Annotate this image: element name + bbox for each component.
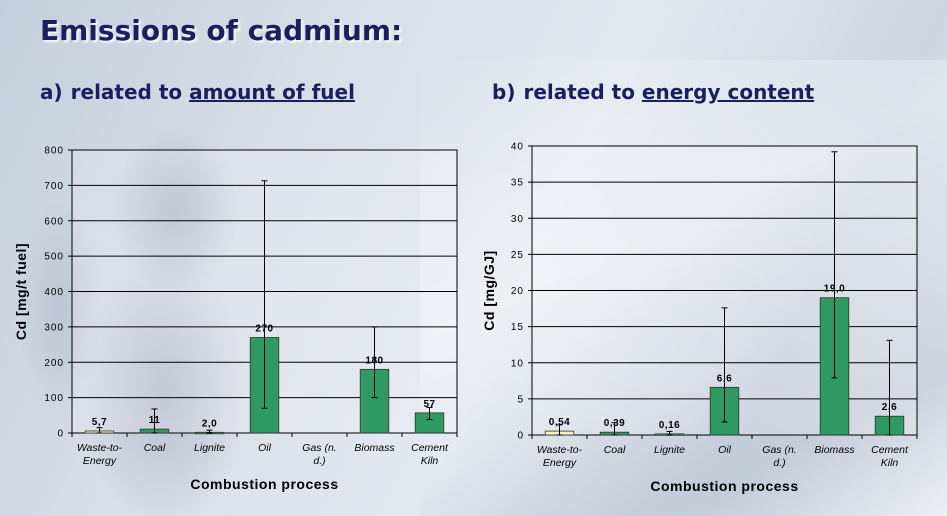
- chart-b-category-label: Coal: [604, 444, 626, 456]
- chart-a-y-tick-label: 700: [44, 181, 64, 192]
- chart-a-category-label: Biomass: [354, 442, 395, 454]
- chart-a-data-label: 2,0: [202, 418, 217, 429]
- chart-a-y-tick-label: 600: [44, 216, 64, 227]
- chart-a-category-label: Oil: [258, 442, 272, 454]
- chart-a-data-label: 5,7: [92, 417, 107, 428]
- chart-b-y-axis-title: Cd [mg/GJ]: [481, 250, 497, 330]
- chart-b-y-tick-label: 20: [511, 286, 524, 297]
- subtitle-a-text: related to: [70, 80, 190, 104]
- chart-b-data-label: 0,54: [549, 417, 570, 428]
- chart-b-y-tick-label: 0: [517, 431, 524, 442]
- chart-a-y-tick-label: 200: [44, 358, 64, 369]
- chart-a-y-tick-label: 800: [44, 146, 64, 157]
- chart-b-y-tick-label: 25: [511, 250, 524, 261]
- chart-a-y-tick-label: 300: [44, 322, 64, 333]
- chart-a-y-tick-label: 400: [44, 287, 64, 298]
- chart-b-category-label: Cement: [871, 444, 909, 456]
- chart-b-data-label: 2,6: [882, 402, 897, 413]
- chart-a-data-label: 180: [365, 355, 383, 366]
- chart-a-y-axis-title: Cd [mg/t fuel]: [13, 243, 29, 340]
- background-roof-photo: [420, 60, 947, 516]
- chart-b-category-label: Gas (n.: [762, 444, 796, 456]
- chart-a-y-tick-label: 0: [57, 429, 64, 440]
- chart-b-y-tick-label: 35: [511, 178, 524, 189]
- chart-b-category-label: Waste-to-: [537, 444, 583, 456]
- chart-b-category-label: Kiln: [881, 457, 899, 469]
- chart-b-category-label: Oil: [718, 444, 732, 456]
- chart-a-category-label: Kiln: [421, 455, 439, 467]
- chart-a-category-label: Energy: [83, 455, 117, 467]
- chart-a-x-axis-title: Combustion process: [190, 476, 338, 492]
- chart-a-y-tick-label: 100: [44, 393, 64, 404]
- chart-b-category-label: Lignite: [654, 444, 685, 456]
- chart-a-data-label: 270: [255, 323, 273, 334]
- subtitle-amount-of-fuel: a) related to amount of fuel: [40, 80, 355, 104]
- chart-b-data-label: 0,39: [604, 418, 625, 429]
- chart-a-data-label: 57: [423, 399, 435, 410]
- chart-b-data-label: 6,6: [717, 373, 732, 384]
- chart-b-data-label: 0,16: [659, 420, 680, 431]
- chart-a-category-label: Gas (n.: [302, 442, 336, 454]
- subtitle-b-prefix: b): [492, 80, 516, 104]
- chart-b-category-label: Energy: [543, 457, 577, 469]
- subtitle-energy-content: b) related to energy content: [492, 80, 814, 104]
- page-title: Emissions of cadmium:: [40, 14, 403, 47]
- chart-b-data-label: 19,0: [824, 284, 845, 295]
- chart-a-category-label: Lignite: [194, 442, 225, 454]
- chart-b-x-axis-title: Combustion process: [650, 478, 798, 494]
- subtitle-a-prefix: a): [40, 80, 63, 104]
- chart-a-category-label: d.): [313, 455, 325, 467]
- chart-b-y-tick-label: 5: [517, 394, 524, 405]
- chart-b-category-label: d.): [773, 457, 785, 469]
- chart-a-category-label: Waste-to-: [77, 442, 123, 454]
- chart-b-y-tick-label: 15: [511, 322, 524, 333]
- subtitle-b-text: related to: [523, 80, 642, 104]
- chart-b-category-label: Biomass: [814, 444, 855, 456]
- chart-b-y-tick-label: 10: [511, 358, 524, 369]
- chart-a-data-label: 11: [149, 415, 161, 426]
- chart-a-category-label: Cement: [411, 442, 449, 454]
- background-statue-photo: [0, 60, 470, 516]
- chart-a-y-tick-label: 500: [44, 252, 64, 263]
- chart-b-y-tick-label: 30: [511, 214, 524, 225]
- chart-a-category-label: Coal: [144, 442, 166, 454]
- chart-b-y-tick-label: 40: [511, 142, 524, 153]
- subtitle-b-underlined: energy content: [641, 80, 815, 104]
- subtitle-a-underlined: amount of fuel: [189, 80, 355, 104]
